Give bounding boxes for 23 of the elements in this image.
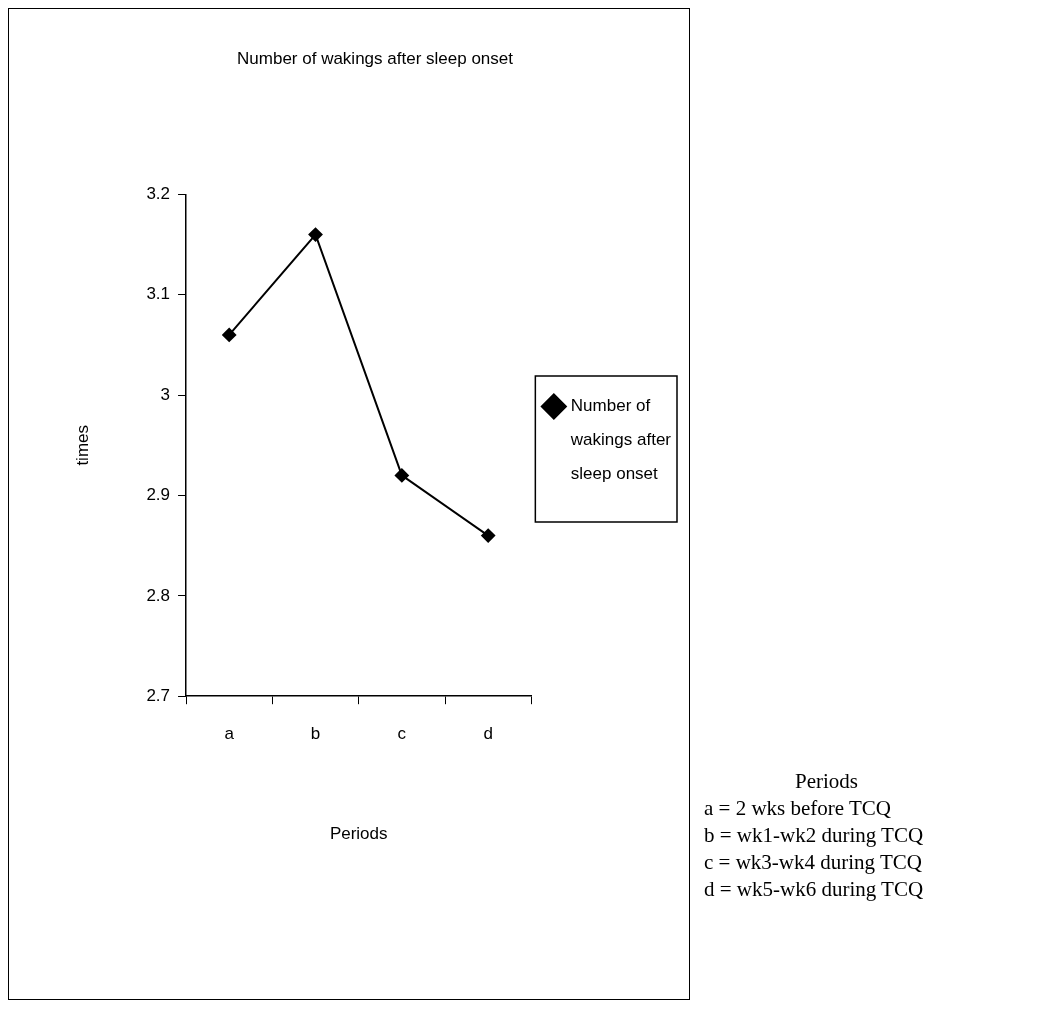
chart-title: Number of wakings after sleep onset — [237, 48, 514, 68]
text: b = wk1-wk2 during TCQ — [704, 822, 925, 849]
x-axis-title: Periods — [329, 824, 388, 844]
point — [394, 468, 409, 483]
x-tick-label: d — [483, 724, 493, 744]
y-tick-label: 3.1 — [146, 284, 171, 304]
text: c = wk3-wk4 during TCQ — [704, 849, 923, 876]
y-tick-label: 2.9 — [146, 485, 171, 505]
point — [308, 227, 323, 242]
y-tick-label: 3.2 — [146, 184, 171, 204]
text: a = 2 wks before TCQ — [704, 795, 892, 822]
y-tick-label: 3 — [160, 384, 171, 404]
y-axis-title: times — [72, 424, 92, 466]
text: Periods — [794, 768, 859, 795]
point — [222, 327, 237, 342]
x-tick-label: a — [224, 724, 235, 744]
point — [481, 528, 496, 543]
x-tick-label: c — [397, 724, 407, 744]
x-tick-label: b — [310, 724, 321, 744]
y-tick-label: 2.8 — [146, 585, 171, 605]
legend-label: Number of wakings after sleep onset — [569, 396, 672, 484]
text: d = wk5-wk6 during TCQ — [704, 876, 925, 903]
y-tick-label: 2.7 — [146, 685, 171, 705]
